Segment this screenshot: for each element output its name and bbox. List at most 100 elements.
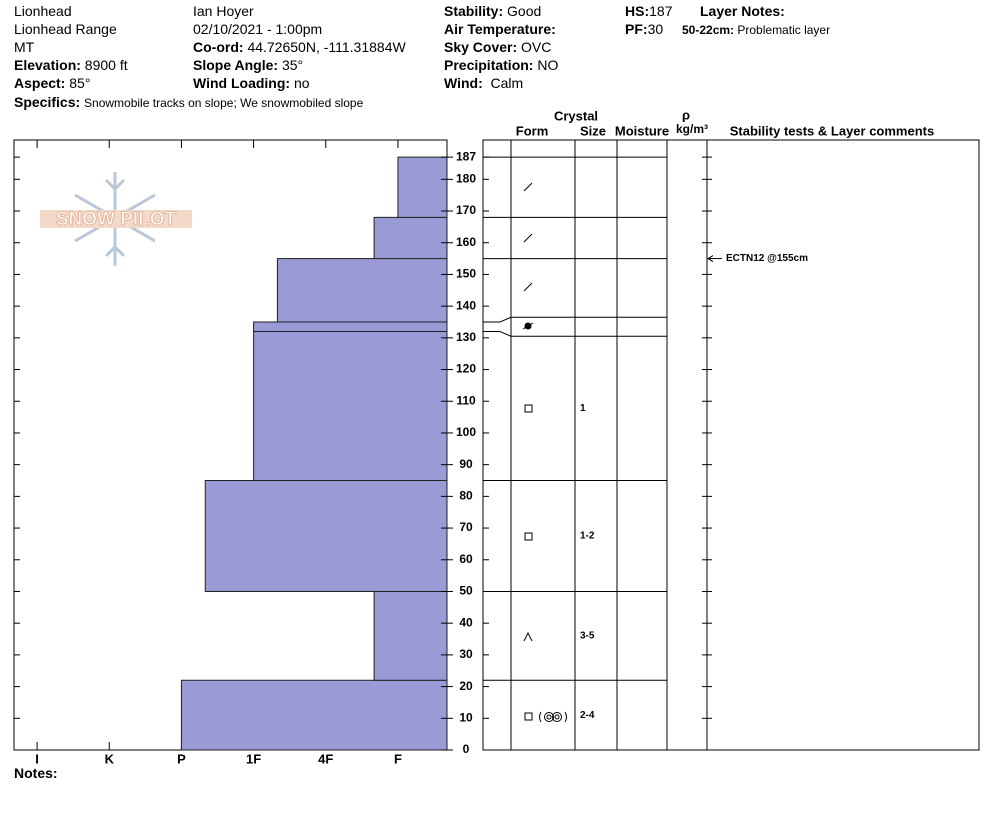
grain-size: 3-5 — [580, 631, 595, 642]
x-tick-label: 4F — [318, 751, 333, 766]
col-header: Form — [516, 123, 549, 138]
y-tick-label: 30 — [459, 647, 473, 661]
y-tick-label: 70 — [459, 520, 473, 534]
value: 35° — [281, 57, 304, 73]
y-tick-label: 110 — [456, 393, 476, 407]
label: Notes: — [14, 765, 58, 781]
value: 44.72650N, -111.31884W — [247, 39, 406, 55]
y-tick-label: 130 — [456, 330, 476, 344]
value: 187 — [649, 3, 673, 19]
label: Wind Loading: — [193, 75, 291, 91]
range: 50-22cm: — [682, 23, 735, 37]
y-tick-label: 180 — [456, 171, 476, 185]
label: Layer Notes: — [700, 3, 785, 19]
x-tick-label: P — [177, 751, 186, 766]
grain-size: 2-4 — [580, 710, 595, 721]
range: Lionhead Range — [14, 21, 117, 37]
slope: Slope Angle: 35° — [193, 57, 303, 73]
col-header: Size — [580, 123, 606, 138]
y-tick-label: 10 — [459, 710, 473, 724]
label: HS: — [625, 3, 650, 19]
coord: Co-ord: 44.72650N, -111.31884W — [193, 39, 406, 55]
y-tick-label: 160 — [456, 235, 476, 249]
observer: Ian Hoyer — [193, 3, 254, 19]
label: Aspect: — [14, 75, 66, 91]
col-header: Moisture — [615, 123, 669, 138]
value: Snowmobile tracks on slope; We snowmobil… — [84, 96, 364, 110]
value: 8900 ft — [84, 57, 128, 73]
wind: Wind: Calm — [444, 75, 523, 91]
hardness-bar — [373, 216, 448, 260]
label: Specifics: — [14, 94, 81, 110]
notes: Notes: — [14, 765, 58, 781]
y-tick-label: 60 — [459, 552, 473, 566]
col-header: Crystal — [554, 108, 598, 123]
layer-frame — [482, 139, 980, 751]
aspect: Aspect: 85° — [14, 75, 90, 91]
label: Slope Angle: — [193, 57, 279, 73]
label: Precipitation: — [444, 57, 534, 73]
y-tick-label: 20 — [459, 679, 473, 693]
label: PF: — [625, 21, 648, 37]
wind-loading: Wind Loading: no — [193, 75, 310, 91]
layer-connector — [483, 316, 512, 323]
hardness-bar — [253, 321, 448, 332]
date: 02/10/2021 - 1:00pm — [193, 21, 323, 37]
hardness-bar — [180, 679, 448, 751]
layer-connector — [483, 330, 512, 337]
label: Co-ord: — [193, 39, 244, 55]
specifics: Specifics: Snowmobile tracks on slope; W… — [14, 94, 363, 111]
sky: Sky Cover: OVC — [444, 39, 551, 55]
y-tick-label: 80 — [459, 489, 473, 503]
col-header: Stability tests & Layer comments — [730, 123, 934, 138]
pf: PF:30 — [625, 21, 663, 37]
grain-size: 1 — [580, 403, 586, 414]
y-tick-label: 0 — [463, 742, 470, 756]
site: Lionhead — [14, 3, 72, 19]
x-tick-label: 1F — [246, 751, 261, 766]
column-lines — [510, 140, 708, 750]
value: OVC — [521, 39, 552, 55]
label: Wind: — [444, 75, 483, 91]
hardness-bar — [253, 330, 448, 482]
hs: HS:187 — [625, 3, 672, 19]
text: Problematic layer — [737, 23, 831, 37]
hardness-bar — [276, 258, 448, 323]
value: Good — [507, 3, 542, 19]
value: no — [293, 75, 310, 91]
y-tick-label: 50 — [459, 584, 473, 598]
y-tick-label: 120 — [456, 362, 476, 376]
value: Calm — [490, 75, 524, 91]
y-tick-label: 187 — [456, 149, 476, 163]
value: 30 — [647, 21, 664, 37]
hardness-bar — [204, 480, 448, 592]
stability-test: ECTN12 @155cm — [726, 253, 808, 264]
label: Elevation: — [14, 57, 81, 73]
col-header: kg/m³ — [676, 122, 708, 136]
column-headers: Crystal Form Size Moisture ρ kg/m³ Stabi… — [516, 107, 934, 138]
air-temp: Air Temperature: — [444, 21, 556, 37]
hardness-bar — [373, 590, 448, 681]
logo-band — [40, 210, 192, 228]
y-tick-label: 170 — [456, 203, 476, 217]
hardness-bar — [397, 156, 448, 218]
x-tick-label: I — [35, 751, 39, 766]
value: NO — [537, 57, 559, 73]
y-tick-label: 140 — [456, 298, 476, 312]
grain-symbols — [522, 182, 567, 723]
x-tick-label: K — [105, 751, 115, 766]
logo-text: SNOW PILOT — [56, 209, 177, 230]
label: Stability: — [444, 3, 504, 19]
label: Sky Cover: — [444, 39, 518, 55]
y-tick-label: 40 — [459, 615, 473, 629]
col-header: ρ — [682, 107, 690, 122]
arrow-head — [707, 255, 714, 263]
value: 85° — [69, 75, 91, 91]
precip: Precipitation: NO — [444, 57, 558, 73]
elevation: Elevation: 8900 ft — [14, 57, 128, 73]
state: MT — [14, 39, 35, 55]
grain-size: 1-2 — [580, 531, 595, 542]
y-tick-label: 100 — [456, 425, 476, 439]
